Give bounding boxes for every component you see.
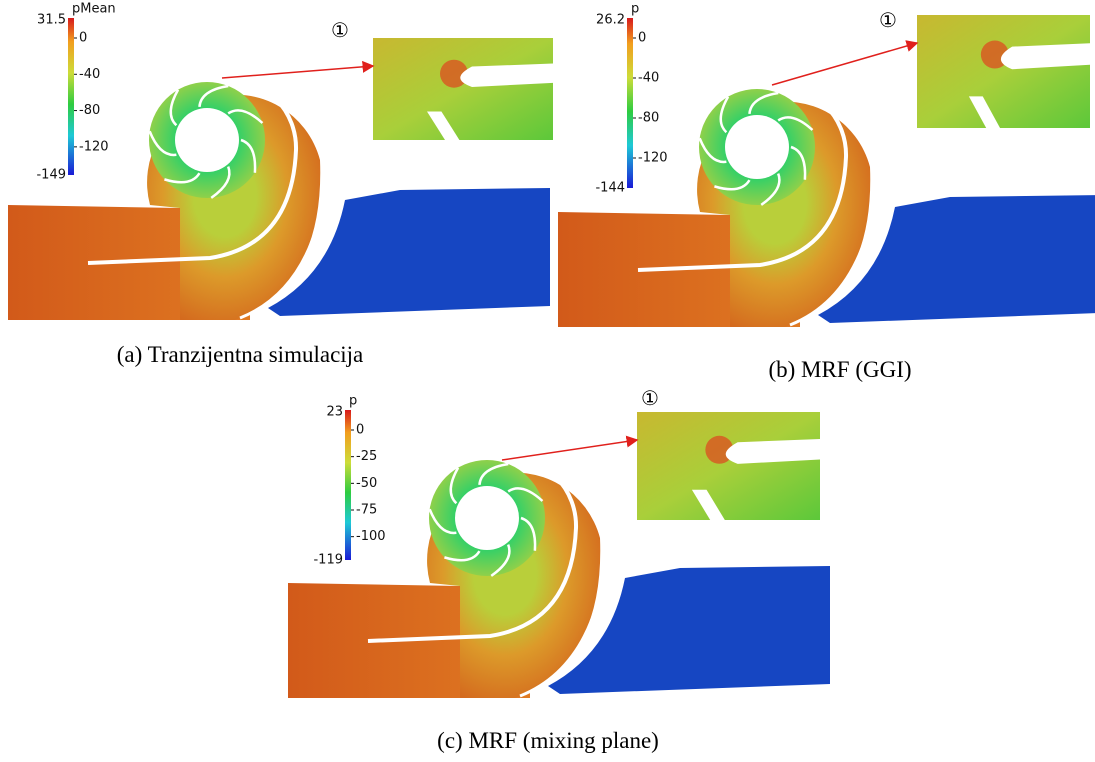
colorbar-tick-label: 0: [356, 423, 364, 438]
blade: [520, 516, 537, 551]
blade: [714, 179, 751, 191]
blade: [240, 138, 257, 173]
colorbar-label: p: [631, 2, 639, 17]
draft-tube: [818, 195, 1095, 323]
colorbar-min: -119: [313, 553, 343, 568]
detail-inset: [637, 412, 820, 520]
tongue-wall: [87, 75, 299, 265]
colorbar-min: -149: [36, 168, 66, 183]
callout-number: ①: [641, 388, 659, 410]
volute-edge: [789, 196, 877, 327]
inset-tongue: [1000, 43, 1090, 70]
blade: [507, 487, 544, 502]
blade: [449, 467, 460, 505]
colorbar-label: p: [349, 394, 357, 409]
blade: [444, 550, 481, 562]
colorbar-tick-label: -25: [356, 449, 377, 464]
colorbar: [627, 18, 633, 188]
callout-number: ①: [879, 10, 897, 32]
volute-edge: [239, 189, 327, 320]
colorbar: [345, 410, 351, 560]
callout-number: ①: [331, 20, 349, 42]
colorbar-tick-label: 0: [79, 31, 87, 46]
colorbar-tick-label: -100: [356, 529, 386, 544]
detail-inset: [917, 15, 1090, 128]
callout-arrow: [771, 40, 919, 86]
blade: [478, 462, 509, 486]
inset-tongue: [460, 63, 553, 87]
inset-blade: [968, 96, 1001, 128]
inset-tongue: [725, 439, 820, 464]
blade: [428, 508, 457, 535]
blade: [719, 96, 730, 134]
draft-tube: [268, 188, 550, 316]
blade: [210, 166, 231, 199]
caption: (c) MRF (mixing plane): [437, 728, 659, 753]
draft-tube: [548, 566, 830, 694]
blade: [169, 89, 180, 127]
colorbar-label: pMean: [72, 2, 116, 17]
colorbar-tick-label: -50: [356, 476, 377, 491]
blade: [490, 544, 511, 577]
blade: [164, 172, 201, 184]
callout-arrow: [501, 435, 639, 461]
colorbar-tick-label: 0: [638, 31, 646, 46]
blade: [198, 84, 229, 108]
colorbar-tick-label: -80: [638, 111, 659, 126]
colorbar: [68, 18, 74, 175]
colorbar-tick-label: -120: [79, 139, 109, 154]
colorbar-tick-label: -40: [638, 71, 659, 86]
hub: [725, 115, 789, 179]
colorbar-max: 23: [326, 405, 343, 420]
cfd-plot: [288, 453, 830, 698]
colorbar-tick-label: -80: [79, 103, 100, 118]
colorbar-tick-label: -40: [79, 67, 100, 82]
blade: [790, 145, 807, 180]
caption: (a) Tranzijentna simulacija: [117, 342, 364, 367]
colorbar-tick-label: -120: [638, 151, 668, 166]
hub: [455, 486, 519, 550]
blade: [760, 173, 781, 206]
cfd-plot: [8, 75, 550, 320]
blade: [148, 130, 177, 157]
hub: [175, 108, 239, 172]
detail-inset: [373, 38, 553, 140]
inset-blade: [691, 489, 725, 520]
cfd-plot: [558, 82, 1095, 327]
blade: [227, 109, 264, 124]
volute-edge: [519, 567, 607, 698]
colorbar-max: 31.5: [37, 13, 66, 28]
blade: [777, 116, 814, 131]
caption: (b) MRF (GGI): [768, 357, 911, 382]
tongue-wall: [367, 453, 579, 643]
tongue-wall: [637, 82, 849, 272]
colorbar-tick-label: -75: [356, 503, 377, 518]
colorbar-max: 26.2: [596, 13, 625, 28]
blade: [698, 137, 727, 164]
inset-blade: [427, 111, 460, 140]
blade: [748, 91, 779, 115]
callout-arrow: [221, 60, 375, 79]
hotspot: [705, 435, 734, 464]
hotspot: [440, 59, 468, 88]
colorbar-min: -144: [595, 181, 625, 196]
